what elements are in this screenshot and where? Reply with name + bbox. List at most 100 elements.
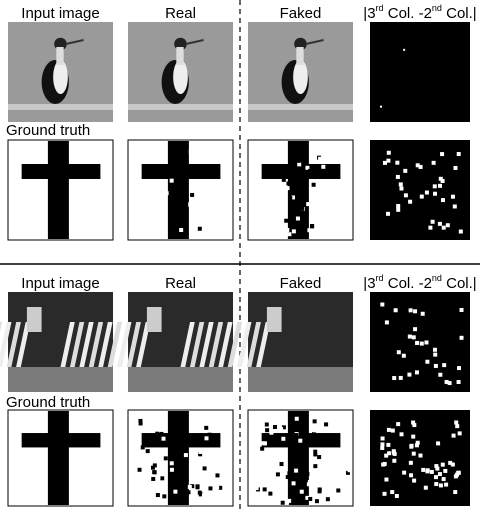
noise-pixel [156, 476, 160, 480]
noise-pixel [258, 476, 262, 480]
noise-pixel [205, 499, 209, 503]
bird-chest [293, 60, 308, 94]
noise-pixel [279, 462, 283, 466]
diff-header-part: rd [376, 3, 384, 13]
noise-pixel [317, 455, 321, 459]
noise-pixel [286, 172, 290, 176]
diff-bg [370, 22, 470, 122]
perch [128, 104, 233, 110]
diff-pixel [383, 492, 387, 496]
diff-pixel [390, 490, 394, 494]
noise-pixel [263, 487, 267, 491]
diff-pixel [386, 212, 390, 216]
noise-pixel [260, 447, 264, 451]
diff-header-part: Col.| [442, 5, 477, 22]
diff-pixel [392, 451, 396, 455]
noise-pixel [170, 468, 174, 472]
diff-pixel [411, 435, 415, 439]
noise-pixel [295, 452, 299, 456]
diff-pixel [460, 336, 464, 340]
diff-pixel [442, 477, 446, 481]
noise-pixel [222, 490, 226, 494]
diff-pixel [434, 482, 438, 486]
mask [248, 410, 353, 506]
noise-pixel [321, 492, 325, 496]
noise-pixel [254, 462, 258, 466]
noise-pixel [308, 497, 312, 501]
diff-header-part: |3 [363, 275, 375, 292]
noise-pixel [324, 422, 328, 426]
noise-pixel [189, 150, 193, 154]
noise-pixel [141, 445, 145, 449]
noise-pixel [180, 425, 184, 429]
noise-pixel [265, 469, 269, 473]
noise-pixel [174, 462, 178, 466]
diff-pixel [432, 161, 436, 165]
noise-pixel [276, 461, 280, 465]
bird-neck [56, 47, 63, 65]
diff-pixel [459, 230, 463, 234]
noise-pixel [164, 456, 168, 460]
noise-pixel [286, 475, 290, 479]
diff-pixel [412, 479, 416, 483]
diff-pixel [395, 494, 399, 498]
diff-pixel [399, 376, 403, 380]
diff-pixel [403, 169, 407, 173]
noise-pixel [214, 490, 218, 494]
noise-pixel [220, 458, 224, 462]
diff-pixel [384, 478, 388, 482]
noise-pixel [308, 169, 312, 173]
noise-pixel [296, 217, 300, 221]
diff-pixel [402, 354, 406, 358]
bird-chest [53, 60, 68, 94]
diff-pixel [380, 442, 384, 446]
noise-pixel [293, 442, 297, 446]
diff-pixel [403, 49, 405, 51]
noise-pixel [191, 213, 195, 217]
noise-pixel [161, 437, 165, 441]
noise-pixel [135, 485, 139, 489]
noise-pixel [208, 433, 212, 437]
noise-pixel [276, 472, 280, 476]
noise-pixel [294, 469, 298, 473]
diff-pixel [425, 360, 429, 364]
diff-pixel [399, 182, 403, 186]
photo [128, 22, 233, 122]
noise-pixel [318, 489, 322, 493]
ground-truth-label: Ground truth [6, 394, 90, 411]
noise-pixel [210, 442, 214, 446]
noise-pixel [199, 450, 203, 454]
page: Input imageRealFaked|3rd Col. -2nd Col.|… [0, 0, 480, 509]
noise-pixel [284, 219, 288, 223]
column-header: Real [165, 275, 196, 292]
noise-pixel [186, 490, 190, 494]
diff-pixel [438, 184, 442, 188]
cross-horizontal [142, 164, 221, 179]
noise-pixel [281, 437, 285, 441]
noise-pixel [313, 458, 317, 462]
noise-pixel [170, 461, 174, 465]
noise-pixel [273, 425, 277, 429]
diff-pixel [424, 486, 428, 490]
noise-pixel [306, 202, 310, 206]
diff-pixel [416, 163, 420, 167]
diff-pixel [400, 432, 404, 436]
noise-pixel [297, 162, 301, 166]
photo [8, 22, 113, 122]
mask [8, 410, 113, 506]
ground [248, 367, 353, 392]
noise-pixel [173, 490, 177, 494]
noise-pixel [178, 463, 182, 467]
noise-pixel [282, 178, 286, 182]
diff-pixel [395, 161, 399, 165]
column-header: Input image [21, 275, 99, 292]
diff-pixel [391, 429, 395, 433]
photo [248, 22, 353, 122]
noise-pixel [280, 227, 284, 231]
diff-pixel [408, 200, 412, 204]
noise-pixel [255, 486, 259, 490]
noise-pixel [269, 431, 273, 435]
diff-pixel [433, 353, 437, 357]
diff-pixel [448, 461, 452, 465]
diff-pixel [439, 483, 443, 487]
